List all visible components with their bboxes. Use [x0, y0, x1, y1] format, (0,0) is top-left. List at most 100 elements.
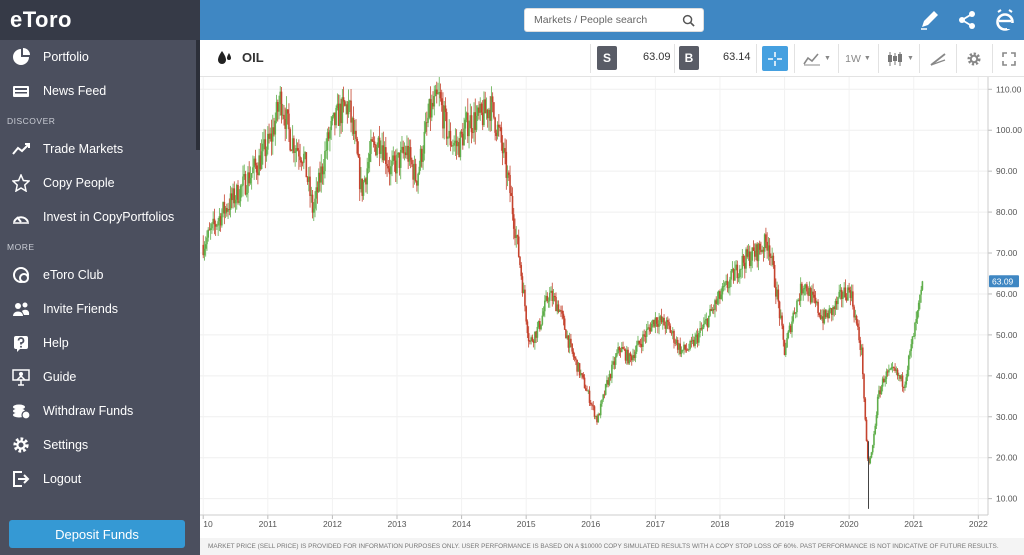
sidebar-item-trade-markets[interactable]: Trade Markets	[0, 132, 200, 166]
candle-body	[404, 152, 407, 156]
candle-body	[556, 304, 559, 312]
candle-body	[688, 348, 690, 351]
candle-body	[789, 325, 792, 333]
candle-body	[819, 315, 822, 319]
candle-body	[787, 331, 790, 338]
chart-canvas[interactable]: 10.00 20.00 30.00 40.00 50.00 60.00 70.00 80.00…	[200, 77, 1024, 539]
candle-body	[505, 151, 508, 178]
candle-body	[839, 289, 842, 292]
candle-body	[498, 124, 500, 128]
y-tick-label: 110.00	[996, 84, 1022, 94]
candle-body	[659, 316, 662, 321]
fullscreen-button[interactable]	[998, 46, 1020, 71]
candle-body	[312, 208, 315, 213]
price-chart[interactable]: 10.00 20.00 30.00 40.00 50.00 60.00 70.00 80.00…	[200, 77, 1024, 555]
candle-body	[217, 221, 219, 226]
disclaimer-text: MARKET PRICE (SELL PRICE) IS PROVIDED FO…	[208, 543, 999, 550]
candle-body	[326, 132, 329, 151]
deposit-funds-button[interactable]: Deposit Funds	[9, 520, 185, 548]
candle-body	[509, 174, 511, 194]
candle-body	[896, 369, 899, 376]
candle-body	[424, 122, 427, 132]
candle-body	[265, 149, 268, 157]
candle-body	[342, 97, 345, 102]
candle-body	[356, 138, 359, 154]
candle-body	[766, 241, 768, 251]
chart-type-dropdown[interactable]: ▼	[883, 46, 917, 71]
sidebar-item-copy-people[interactable]: Copy People	[0, 166, 200, 200]
candle-body	[823, 310, 826, 324]
candle-body	[537, 321, 540, 327]
x-tick-label: 2014	[452, 519, 471, 529]
candle-body	[572, 351, 575, 357]
sidebar-item-etoro-club[interactable]: eToro Club	[0, 258, 200, 292]
search-placeholder: Markets / People search	[534, 14, 648, 26]
candle-body	[531, 337, 534, 341]
candle-body	[294, 151, 296, 153]
candle-body	[763, 234, 766, 252]
indicators-dropdown[interactable]: ▼	[800, 46, 834, 71]
sidebar-item-news-feed[interactable]: News Feed	[0, 74, 200, 108]
sidebar-item-label: Invest in CopyPortfolios	[43, 210, 175, 224]
candle-body	[725, 280, 727, 283]
etoro-e-icon[interactable]	[992, 7, 1018, 33]
candle-body	[634, 351, 637, 358]
candle-body	[726, 280, 729, 288]
sidebar-item-portfolio[interactable]: Portfolio	[0, 40, 200, 74]
candle-body	[608, 374, 611, 385]
candle-body	[898, 375, 900, 377]
chevron-down-icon: ▼	[863, 55, 871, 62]
sell-price[interactable]: 63.09	[643, 51, 671, 63]
search-input[interactable]: Markets / People search	[524, 8, 704, 32]
crosshair-tool[interactable]	[762, 46, 788, 71]
candle-body	[637, 340, 639, 346]
candle-body	[344, 101, 346, 106]
buy-price[interactable]: 63.14	[723, 51, 751, 63]
candle-body	[617, 347, 619, 354]
candle-body	[818, 312, 821, 316]
candle-body	[700, 328, 703, 330]
candle-body	[407, 145, 409, 162]
candle-body	[796, 300, 798, 313]
instrument-bar: OIL S 63.09 B 63.14 ▼ 1W ▼ ▼	[200, 40, 1024, 77]
candle-body	[670, 332, 673, 334]
search-icon[interactable]	[682, 13, 695, 35]
chevron-down-icon: ▼	[907, 55, 914, 62]
candle-body	[635, 345, 638, 352]
chart-settings-button[interactable]	[962, 46, 986, 71]
candle-body	[822, 316, 824, 324]
candle-body	[542, 311, 545, 316]
candle-body	[376, 147, 378, 156]
buy-button[interactable]: B	[679, 46, 699, 70]
sell-button[interactable]: S	[597, 46, 617, 70]
candle-body	[920, 289, 922, 295]
candle-body	[644, 335, 647, 337]
candle-body	[715, 300, 718, 304]
edit-pen-icon[interactable]	[916, 7, 942, 33]
sidebar-item-help[interactable]: Help	[0, 326, 200, 360]
candle-body	[244, 173, 247, 195]
sidebar-item-withdraw-funds[interactable]: Withdraw Funds	[0, 394, 200, 428]
candle-body	[253, 158, 255, 168]
sidebar-item-invite-friends[interactable]: Invite Friends	[0, 292, 200, 326]
candle-body	[669, 325, 672, 333]
timeframe-dropdown[interactable]: 1W ▼	[842, 46, 874, 71]
sidebar-item-logout[interactable]: Logout	[0, 462, 200, 496]
sidebar-item-copyportfolios[interactable]: Invest in CopyPortfolios	[0, 200, 200, 234]
etoro-logo[interactable]: eToro	[0, 0, 200, 40]
candle-body	[299, 156, 301, 161]
share-icon[interactable]	[954, 7, 980, 33]
candle-body	[422, 153, 424, 162]
sidebar-scrollbar[interactable]	[196, 40, 200, 150]
draw-tool[interactable]	[926, 46, 950, 71]
candle-body	[432, 102, 434, 107]
candle-body	[879, 390, 881, 395]
candle-body	[499, 127, 501, 129]
sidebar-item-settings[interactable]: Settings	[0, 428, 200, 462]
candle-body	[771, 255, 773, 259]
sidebar-item-guide[interactable]: Guide	[0, 360, 200, 394]
candle-body	[777, 289, 780, 302]
candle-body	[575, 358, 577, 360]
candle-body	[275, 102, 278, 121]
